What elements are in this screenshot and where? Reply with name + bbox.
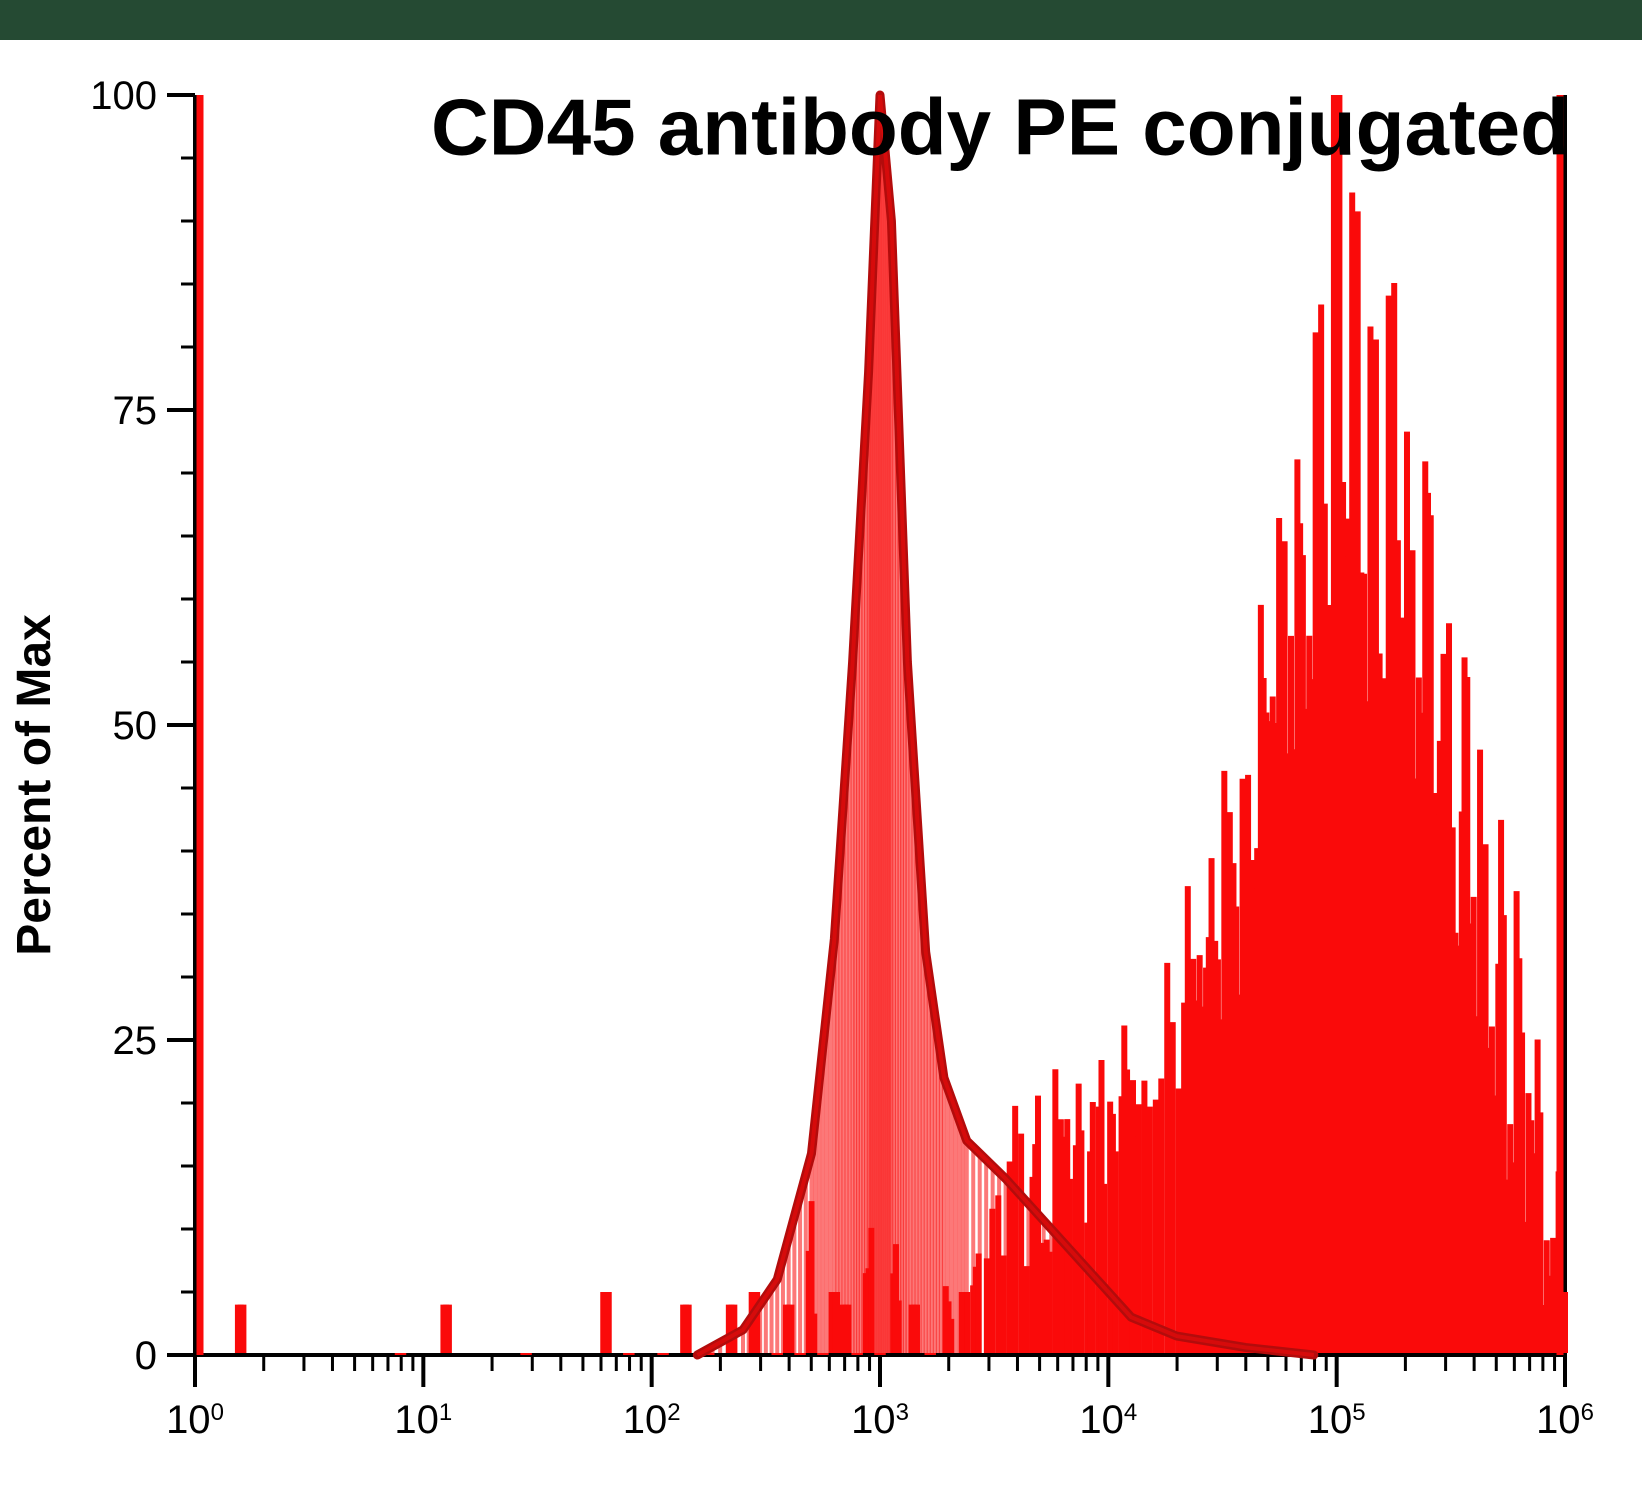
- x-axis: 100 101 102 103 104 105 106: [166, 1355, 1594, 1442]
- svg-text:106: 106: [1536, 1398, 1594, 1442]
- histogram-chart: 0 25 50 75 100 100 101 102 103 104 105 106 CD45 an…: [0, 0, 1642, 1496]
- svg-text:103: 103: [851, 1398, 909, 1442]
- svg-text:104: 104: [1079, 1398, 1137, 1442]
- histogram-data: [238, 95, 1565, 1355]
- svg-text:100: 100: [166, 1398, 224, 1442]
- svg-text:101: 101: [394, 1398, 452, 1442]
- chart-title: CD45 antibody PE conjugated: [431, 83, 1569, 172]
- svg-text:102: 102: [623, 1398, 681, 1442]
- svg-text:75: 75: [113, 389, 158, 433]
- svg-text:25: 25: [113, 1019, 158, 1063]
- svg-text:105: 105: [1308, 1398, 1366, 1442]
- y-axis: 0 25 50 75 100: [90, 74, 195, 1378]
- svg-text:50: 50: [113, 704, 158, 748]
- svg-text:100: 100: [90, 74, 157, 118]
- y-axis-label: Percent of Max: [8, 614, 61, 956]
- svg-text:0: 0: [135, 1334, 157, 1378]
